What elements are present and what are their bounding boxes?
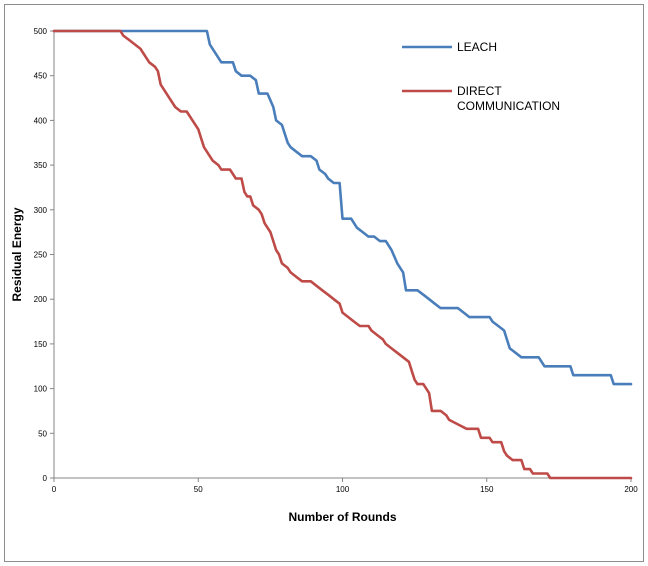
y-tick-label: 400 — [34, 116, 48, 125]
x-tick-label: 150 — [480, 485, 494, 494]
x-axis-title: Number of Rounds — [289, 510, 397, 524]
y-tick-label: 500 — [34, 27, 48, 36]
y-tick-label: 450 — [34, 72, 48, 81]
chart-frame — [4, 4, 644, 562]
y-tick-label: 200 — [34, 295, 48, 304]
x-tick-label: 100 — [336, 485, 350, 494]
series-line-leach — [52, 29, 633, 386]
series-layer — [52, 29, 633, 480]
y-tick-label: 100 — [34, 385, 48, 394]
series-line-direct-communication — [52, 29, 633, 480]
x-tick-label: 50 — [194, 485, 203, 494]
y-tick-label: 150 — [34, 340, 48, 349]
x-tick-label: 0 — [52, 485, 57, 494]
y-tick-label: 0 — [43, 474, 48, 483]
y-axis-title: Residual Energy — [10, 207, 24, 301]
axes: 0 50 100 150 200 250 300 350 400 450 500 0 50 100 150 2… — [34, 27, 639, 494]
y-tick-label: 250 — [34, 251, 48, 260]
legend-label: DIRECT COMMUNICATION — [457, 84, 560, 113]
legend: LEACH DIRECT COMMUNICATION — [402, 40, 560, 113]
y-tick-label: 350 — [34, 161, 48, 170]
y-tick-label: 50 — [38, 429, 47, 438]
legend-label: LEACH — [457, 40, 497, 54]
y-tick-label: 300 — [34, 206, 48, 215]
x-tick-label: 200 — [624, 485, 638, 494]
